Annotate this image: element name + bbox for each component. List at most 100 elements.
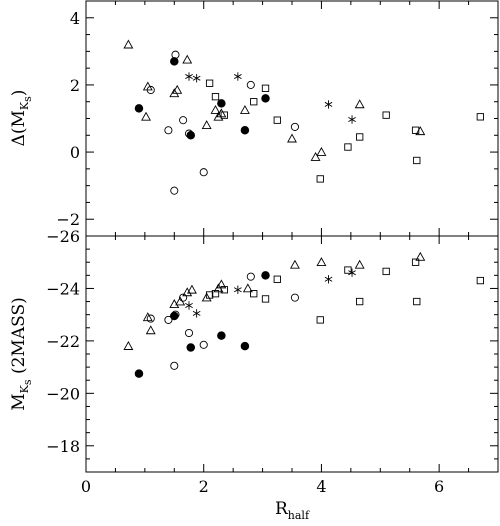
- x-tick-label: 2: [199, 477, 209, 496]
- open-circle-point: [179, 116, 188, 125]
- square-point: [356, 133, 364, 141]
- filled-circle-point: [170, 57, 179, 66]
- triangle-point: [123, 39, 134, 49]
- filled-circle-point: [134, 369, 144, 378]
- filled-circle-point: [170, 311, 179, 321]
- triangle-point: [201, 120, 212, 130]
- square-point: [411, 258, 420, 266]
- filled-circle-point: [261, 271, 270, 280]
- square-point: [250, 290, 258, 298]
- triangle-point: [289, 259, 300, 269]
- axis-labels: Δ(MKs) MKs (2MASS) Rhalf: [9, 90, 310, 522]
- square-point: [344, 143, 352, 151]
- asterisk-point: [233, 72, 242, 81]
- asterisk-point: [324, 275, 333, 284]
- square-point: [316, 175, 324, 183]
- square-point: [273, 275, 281, 283]
- square-point: [273, 116, 281, 124]
- filled-circle-point: [186, 131, 196, 140]
- square-point: [476, 276, 484, 285]
- triangle-point: [316, 257, 327, 267]
- filled-circle-point: [240, 125, 250, 135]
- triangle-point: [141, 111, 151, 121]
- asterisk-series: [185, 268, 356, 318]
- asterisk-point: [348, 115, 356, 124]
- open-circle-point: [290, 293, 299, 302]
- x-tick-label: 0: [81, 477, 91, 496]
- asterisk-point: [192, 74, 201, 83]
- square-series: [205, 79, 484, 183]
- triangle-point: [169, 299, 180, 308]
- y-tick-label: −24: [46, 279, 80, 298]
- bottom-panel: −18 −20 −22 −24 −26 0 2 4 6: [46, 227, 499, 496]
- square-point: [211, 290, 220, 298]
- filled-circle-point: [240, 341, 250, 351]
- filled-circle-point: [261, 94, 270, 103]
- triangle-point: [182, 54, 193, 64]
- square-point: [413, 297, 421, 306]
- triangle-point: [210, 104, 221, 114]
- square-point: [205, 291, 214, 299]
- asterisk-point: [192, 309, 201, 318]
- triangle-point: [415, 251, 426, 261]
- asterisk-point: [324, 100, 333, 109]
- open-circle-series: [146, 272, 299, 370]
- plot-frame: [85, 235, 499, 473]
- triangle-point: [123, 341, 134, 350]
- square-point: [413, 156, 421, 165]
- square-point: [250, 98, 258, 106]
- square-point: [344, 266, 352, 274]
- open-circle-point: [184, 328, 194, 338]
- triangle-point: [287, 133, 297, 143]
- open-circle-point: [179, 293, 188, 302]
- square-series: [205, 258, 484, 324]
- open-circle-point: [246, 80, 255, 89]
- open-circle-point: [164, 315, 173, 324]
- open-circle-point: [290, 122, 299, 131]
- triangle-point: [354, 99, 365, 109]
- filled-circle-point: [134, 104, 144, 113]
- triangle-point: [310, 151, 321, 161]
- y-tick-label: 4: [70, 9, 80, 28]
- y-tick-label: 2: [70, 76, 80, 95]
- triangle-point: [316, 146, 327, 156]
- open-circle-point: [164, 126, 173, 135]
- triangle-point: [415, 126, 426, 136]
- open-circle-point: [246, 272, 255, 281]
- triangle-point: [201, 292, 212, 302]
- triangle-point: [172, 84, 183, 94]
- y-tick-label: −18: [46, 437, 80, 456]
- y-tick-label: 0: [70, 143, 80, 162]
- open-circle-point: [171, 50, 180, 59]
- bottom-y-axis-title: MKs (2MASS): [9, 297, 34, 410]
- x-tick-label: 4: [316, 477, 326, 496]
- filled-circle-point: [217, 331, 226, 340]
- asterisk-point: [185, 72, 193, 81]
- triangle-point: [186, 284, 197, 294]
- x-axis-title: Rhalf: [275, 499, 310, 522]
- open-circle-point: [199, 340, 208, 349]
- triangle-point: [242, 283, 253, 293]
- square-point: [316, 316, 324, 324]
- square-point: [205, 79, 214, 87]
- open-circle-point: [170, 361, 179, 370]
- filled-circle-series: [134, 57, 270, 140]
- square-point: [220, 111, 228, 119]
- square-point: [382, 111, 390, 119]
- top-y-axis-title: Δ(MKs): [9, 90, 34, 147]
- open-circle-point: [199, 168, 208, 177]
- open-circle-point: [170, 186, 179, 195]
- square-point: [211, 93, 220, 101]
- asterisk-point: [348, 268, 356, 277]
- square-point: [261, 295, 270, 303]
- y-tick-label: −20: [46, 384, 80, 403]
- y-tick-label: −22: [46, 332, 80, 351]
- triangle-point: [182, 287, 193, 297]
- triangle-point: [354, 259, 365, 269]
- plot-frame: [85, 0, 499, 237]
- asterisk-point: [233, 285, 242, 294]
- square-point: [382, 267, 390, 276]
- square-point: [411, 126, 420, 134]
- square-point: [356, 297, 364, 306]
